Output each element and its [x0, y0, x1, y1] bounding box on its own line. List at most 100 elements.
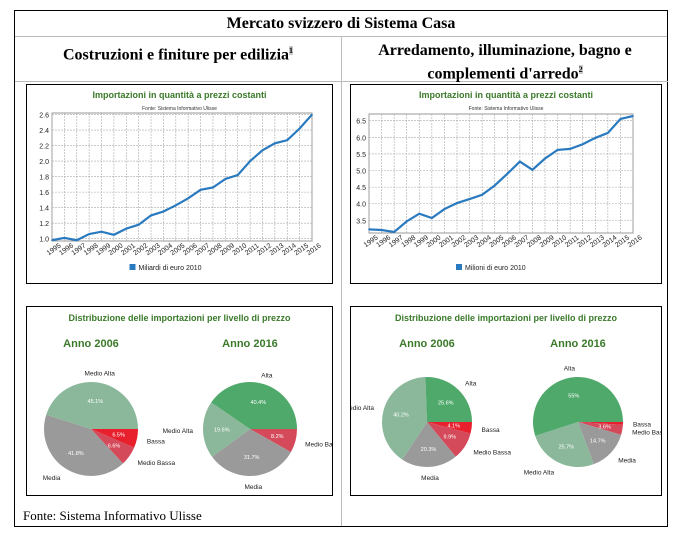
slice-percent-label: 40.2%: [393, 413, 409, 419]
pie-slice: [533, 377, 623, 436]
pie-title: Anno 2016: [222, 338, 278, 350]
pie-slice: [578, 422, 623, 435]
plot-area: [368, 113, 634, 234]
pie-slice: [578, 422, 622, 465]
data-point: [63, 237, 66, 239]
slice-percent-label: 25.6%: [438, 401, 454, 407]
slice-percent-label: 9.9%: [443, 435, 456, 441]
data-point: [236, 174, 239, 176]
pie-title: Anno 2006: [399, 338, 455, 350]
pie-slice: [425, 377, 472, 422]
data-point: [212, 186, 214, 189]
y-tick-label: 2.0: [39, 159, 49, 166]
pie-slice: [250, 429, 297, 453]
y-tick-label: 4.5: [356, 185, 366, 192]
data-point: [632, 115, 634, 117]
data-point: [405, 220, 408, 223]
slice-category-label: Medio Alta: [351, 405, 374, 412]
data-point: [380, 229, 383, 231]
y-tick-label: 5.5: [356, 152, 366, 159]
y-tick-label: 2.4: [39, 128, 49, 135]
data-point: [224, 178, 227, 180]
x-tick-label: 2016: [627, 234, 644, 249]
column-header-furniture: Arredamento, illuminazione, bagno e compl…: [342, 37, 668, 82]
chart-title: Importazioni in quantità a prezzi costan…: [92, 90, 266, 100]
slice-category-label: Media: [618, 458, 636, 465]
slice-category-label: Medio Bassa: [138, 460, 176, 467]
legend-swatch: [456, 264, 462, 270]
slice-category-label: Alta: [261, 373, 273, 380]
y-tick-label: 1.0: [39, 237, 49, 244]
data-point: [468, 198, 471, 200]
footnote-ref-1[interactable]: 1: [289, 46, 294, 55]
slice-category-label: Bassa: [147, 439, 165, 446]
chart-title: Distribuzione delle importazioni per liv…: [395, 313, 618, 323]
data-point: [286, 139, 289, 141]
slice-category-label: Bassa: [482, 427, 500, 434]
data-point: [51, 239, 53, 242]
slice-percent-label: 8.2%: [271, 434, 284, 440]
slice-category-label: Medio Alta: [524, 470, 555, 477]
pie-chart-construction: Distribuzione delle importazioni per liv…: [26, 306, 333, 496]
series-line: [51, 113, 313, 242]
data-point: [175, 204, 177, 207]
slice-percent-label: 40.4%: [251, 400, 267, 406]
pie-title: Anno 2016: [550, 338, 606, 350]
y-tick-label: 6.5: [356, 119, 366, 126]
x-tick-label: 2016: [306, 242, 323, 257]
column-header-construction: Costruzioni e finiture per edilizia1: [15, 37, 341, 82]
slice-percent-label: 20.3%: [421, 447, 437, 453]
legend-swatch: [129, 264, 136, 270]
series-line: [368, 114, 634, 234]
pie-slice: [212, 429, 291, 476]
column-header-construction-text: Costruzioni e finiture per edilizia: [62, 46, 290, 64]
y-tick-label: 2.6: [39, 113, 49, 120]
data-point: [274, 142, 276, 145]
data-point: [162, 210, 165, 213]
pie-slice: [402, 422, 456, 467]
data-point: [261, 149, 264, 152]
y-tick-label: 1.2: [39, 221, 49, 228]
data-point: [619, 118, 622, 120]
slice-category-label: Media: [244, 484, 262, 491]
y-tick-label: 1.6: [39, 190, 49, 197]
slice-percent-label: 4.1%: [448, 423, 461, 429]
y-tick-label: 5.0: [356, 169, 366, 176]
pie-slice: [91, 429, 135, 464]
slice-percent-label: 19.6%: [214, 427, 230, 433]
data-point: [249, 160, 251, 162]
data-point: [456, 202, 458, 204]
pie-slice: [211, 382, 297, 429]
data-point: [418, 212, 421, 215]
slice-category-label: Medio Alta: [85, 371, 116, 378]
data-point: [443, 208, 446, 210]
data-point: [581, 143, 584, 146]
footnote-ref-2[interactable]: 2: [578, 65, 583, 74]
table-footer-source: Fonte: Sistema Informativo Ulisse: [23, 508, 202, 523]
line-chart-furniture: Importazioni in quantità a prezzi costan…: [350, 84, 662, 284]
legend-label: Miliardi di euro 2010: [139, 265, 202, 272]
data-point: [187, 197, 189, 200]
data-point: [199, 189, 202, 191]
slice-percent-label: 41.8%: [68, 451, 84, 457]
data-point: [531, 169, 534, 171]
slice-percent-label: 6.5%: [112, 433, 125, 439]
data-point: [113, 233, 115, 236]
slice-percent-label: 31.7%: [244, 455, 260, 461]
pie-slice: [535, 422, 594, 467]
data-point: [75, 239, 78, 242]
pie-title: Anno 2006: [63, 338, 119, 350]
data-point: [556, 149, 559, 151]
data-point: [137, 223, 140, 226]
slice-category-label: Medio Bassa: [632, 430, 661, 437]
slice-percent-label: 3.6%: [598, 425, 611, 431]
slice-percent-label: 6.6%: [108, 443, 121, 449]
data-point: [298, 127, 301, 130]
column-header-furniture-line1: Arredamento, illuminazione, bagno e: [378, 42, 632, 59]
slice-category-label: Media: [421, 475, 439, 482]
chart-title: Importazioni in quantità a prezzi costan…: [419, 90, 593, 100]
legend-label: Milioni di euro 2010: [465, 265, 526, 272]
data-point: [368, 228, 370, 231]
data-point: [393, 231, 395, 233]
slice-category-label: Medio Bassa: [473, 450, 511, 457]
